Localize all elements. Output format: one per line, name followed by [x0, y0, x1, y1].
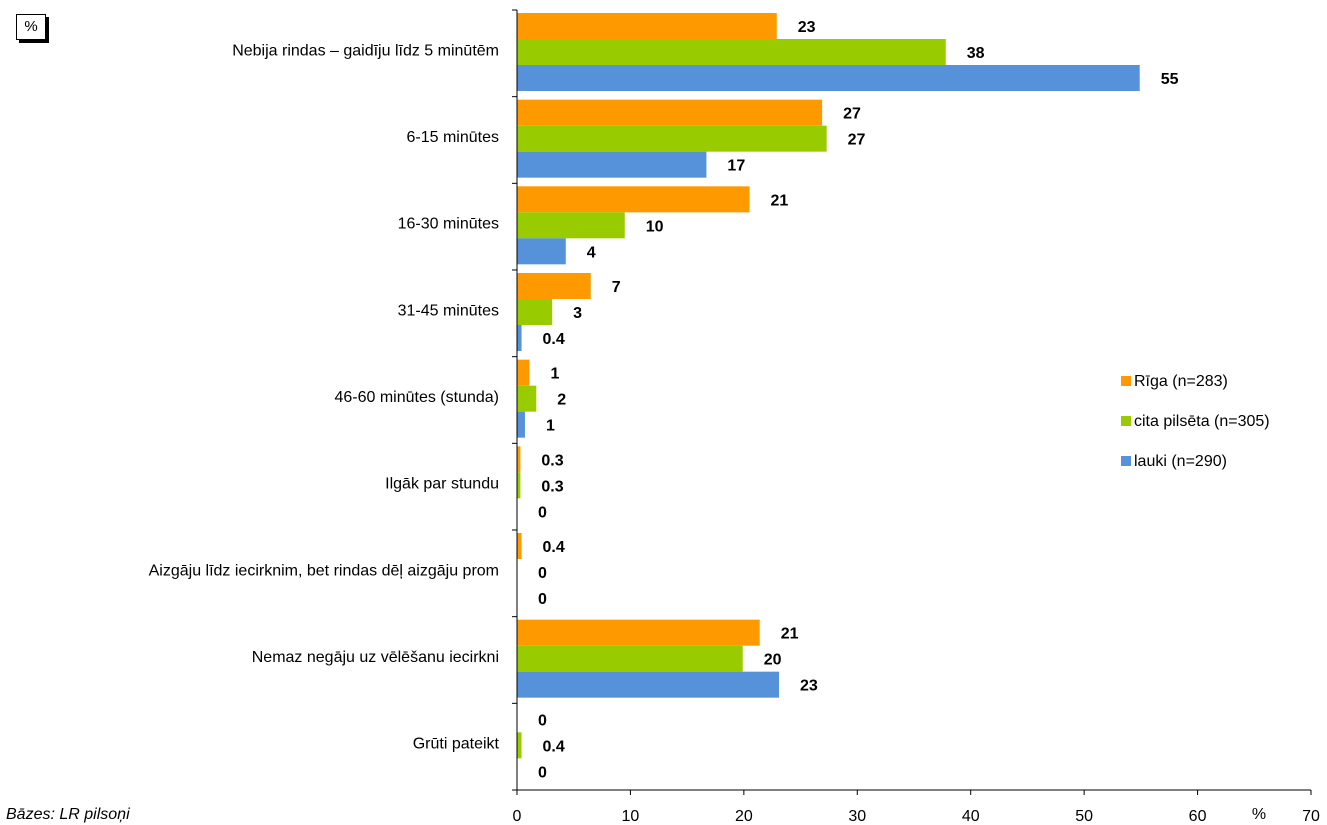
category-label-0: Nebija rindas – gaidīju līdz 5 minūtēm — [232, 42, 499, 59]
value-label-1-1: 27 — [848, 132, 866, 149]
bar-6-0 — [517, 533, 522, 559]
value-label-6-2: 0 — [538, 591, 547, 608]
unit-label-box: % — [16, 14, 46, 40]
value-label-2-2: 4 — [587, 244, 596, 261]
x-tick-label-1: 10 — [622, 808, 640, 825]
x-tick-label-2: 20 — [735, 808, 753, 825]
bar-4-0 — [517, 359, 530, 386]
footnote: Bāzes: LR pilsoņi — [6, 806, 130, 823]
value-label-0-2: 55 — [1161, 71, 1179, 88]
category-label-6: Aizgāju līdz iecirknim, bet rindas dēļ a… — [149, 562, 499, 579]
x-tick-label-6: 60 — [1189, 808, 1207, 825]
bar-0-0 — [517, 13, 777, 39]
legend-swatch-2 — [1121, 456, 1131, 466]
bar-7-1 — [517, 645, 743, 672]
value-label-0-1: 38 — [967, 45, 985, 62]
value-label-6-0: 0.4 — [543, 539, 565, 556]
category-label-2: 16-30 minūtes — [398, 216, 499, 233]
x-tick-label-4: 40 — [962, 808, 980, 825]
category-label-4: 46-60 minūtes (stunda) — [334, 389, 499, 406]
legend-label-0: Rīga (n=283) — [1134, 373, 1228, 390]
axes-layer: 0 10 20 30 40 50 60 70% — [512, 9, 1320, 825]
value-label-5-0: 0.3 — [541, 452, 563, 469]
bar-7-0 — [517, 619, 760, 646]
bar-2-0 — [517, 186, 750, 213]
category-label-3: 31-45 minūtes — [398, 302, 499, 319]
bar-5-0 — [517, 446, 521, 473]
value-label-2-1: 10 — [646, 218, 664, 235]
value-label-3-0: 7 — [612, 279, 621, 296]
x-tick-label-7: 70 — [1302, 808, 1320, 825]
legend-swatch-1 — [1121, 416, 1131, 426]
value-label-5-2: 0 — [538, 504, 547, 521]
value-label-3-2: 0.4 — [543, 331, 565, 348]
bar-2-2 — [517, 238, 566, 265]
value-label-8-2: 0 — [538, 764, 547, 781]
x-axis-unit-label: % — [1252, 806, 1266, 823]
bar-3-0 — [517, 273, 591, 299]
bar-1-0 — [517, 99, 823, 126]
value-label-7-1: 20 — [764, 652, 782, 669]
value-label-5-1: 0.3 — [541, 478, 563, 495]
legend-swatch-0 — [1121, 376, 1131, 386]
value-label-7-0: 21 — [781, 626, 799, 643]
bar-5-1 — [517, 472, 521, 499]
legend: Rīga (n=283) cita pilsēta (n=305) lauki (n… — [1121, 373, 1270, 470]
value-label-7-2: 23 — [800, 678, 818, 695]
bar-8-1 — [517, 732, 522, 759]
bar-1-1 — [517, 125, 827, 152]
bar-3-2 — [517, 325, 522, 351]
value-label-3-1: 3 — [573, 305, 582, 322]
bar-3-1 — [517, 299, 553, 325]
value-label-4-1: 2 — [557, 392, 566, 409]
category-label-7: Nemaz negāju uz vēlēšanu iecirkni — [252, 649, 499, 666]
legend-label-1: cita pilsēta (n=305) — [1134, 413, 1270, 430]
value-label-8-1: 0.4 — [543, 738, 565, 755]
value-label-6-1: 0 — [538, 565, 547, 582]
bar-7-2 — [517, 671, 780, 698]
bar-2-1 — [517, 212, 625, 239]
legend-label-2: lauki (n=290) — [1134, 453, 1227, 470]
value-label-4-0: 1 — [550, 366, 559, 383]
bar-1-2 — [517, 151, 707, 178]
bar-4-1 — [517, 385, 537, 412]
bar-0-2 — [517, 65, 1140, 91]
value-label-2-0: 21 — [771, 192, 789, 209]
bar-0-1 — [517, 39, 946, 65]
bars-layer — [517, 13, 1140, 759]
value-label-1-2: 17 — [727, 158, 745, 175]
category-label-1: 6-15 minūtes — [407, 129, 500, 146]
category-label-5: Ilgāk par stundu — [385, 476, 499, 493]
x-tick-label-0: 0 — [513, 808, 522, 825]
x-tick-label-3: 30 — [848, 808, 866, 825]
value-label-0-0: 23 — [798, 19, 816, 36]
value-label-8-0: 0 — [538, 712, 547, 729]
category-label-8: Grūti pateikt — [413, 736, 500, 753]
value-label-4-2: 1 — [546, 418, 555, 435]
bar-4-2 — [517, 411, 525, 438]
x-tick-label-5: 50 — [1075, 808, 1093, 825]
value-label-1-0: 27 — [843, 106, 861, 123]
